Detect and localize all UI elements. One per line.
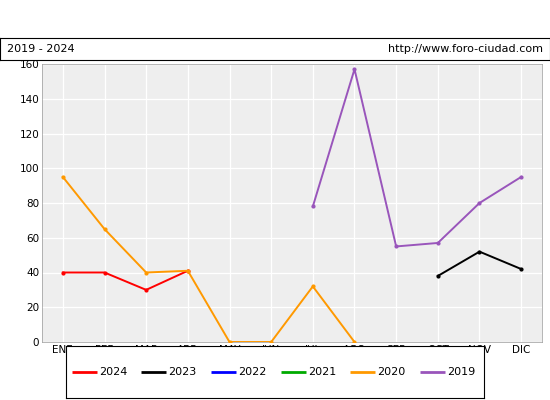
Text: Evolucion Nº Turistas Nacionales en el municipio de Almudaina: Evolucion Nº Turistas Nacionales en el m… [57, 12, 493, 26]
Text: 2019 - 2024: 2019 - 2024 [7, 44, 74, 54]
Text: 2023: 2023 [168, 367, 197, 377]
Text: 2024: 2024 [99, 367, 127, 377]
Text: http://www.foro-ciudad.com: http://www.foro-ciudad.com [388, 44, 543, 54]
Text: 2019: 2019 [447, 367, 475, 377]
Text: 2021: 2021 [308, 367, 336, 377]
Text: 2022: 2022 [238, 367, 266, 377]
Text: 2020: 2020 [377, 367, 406, 377]
